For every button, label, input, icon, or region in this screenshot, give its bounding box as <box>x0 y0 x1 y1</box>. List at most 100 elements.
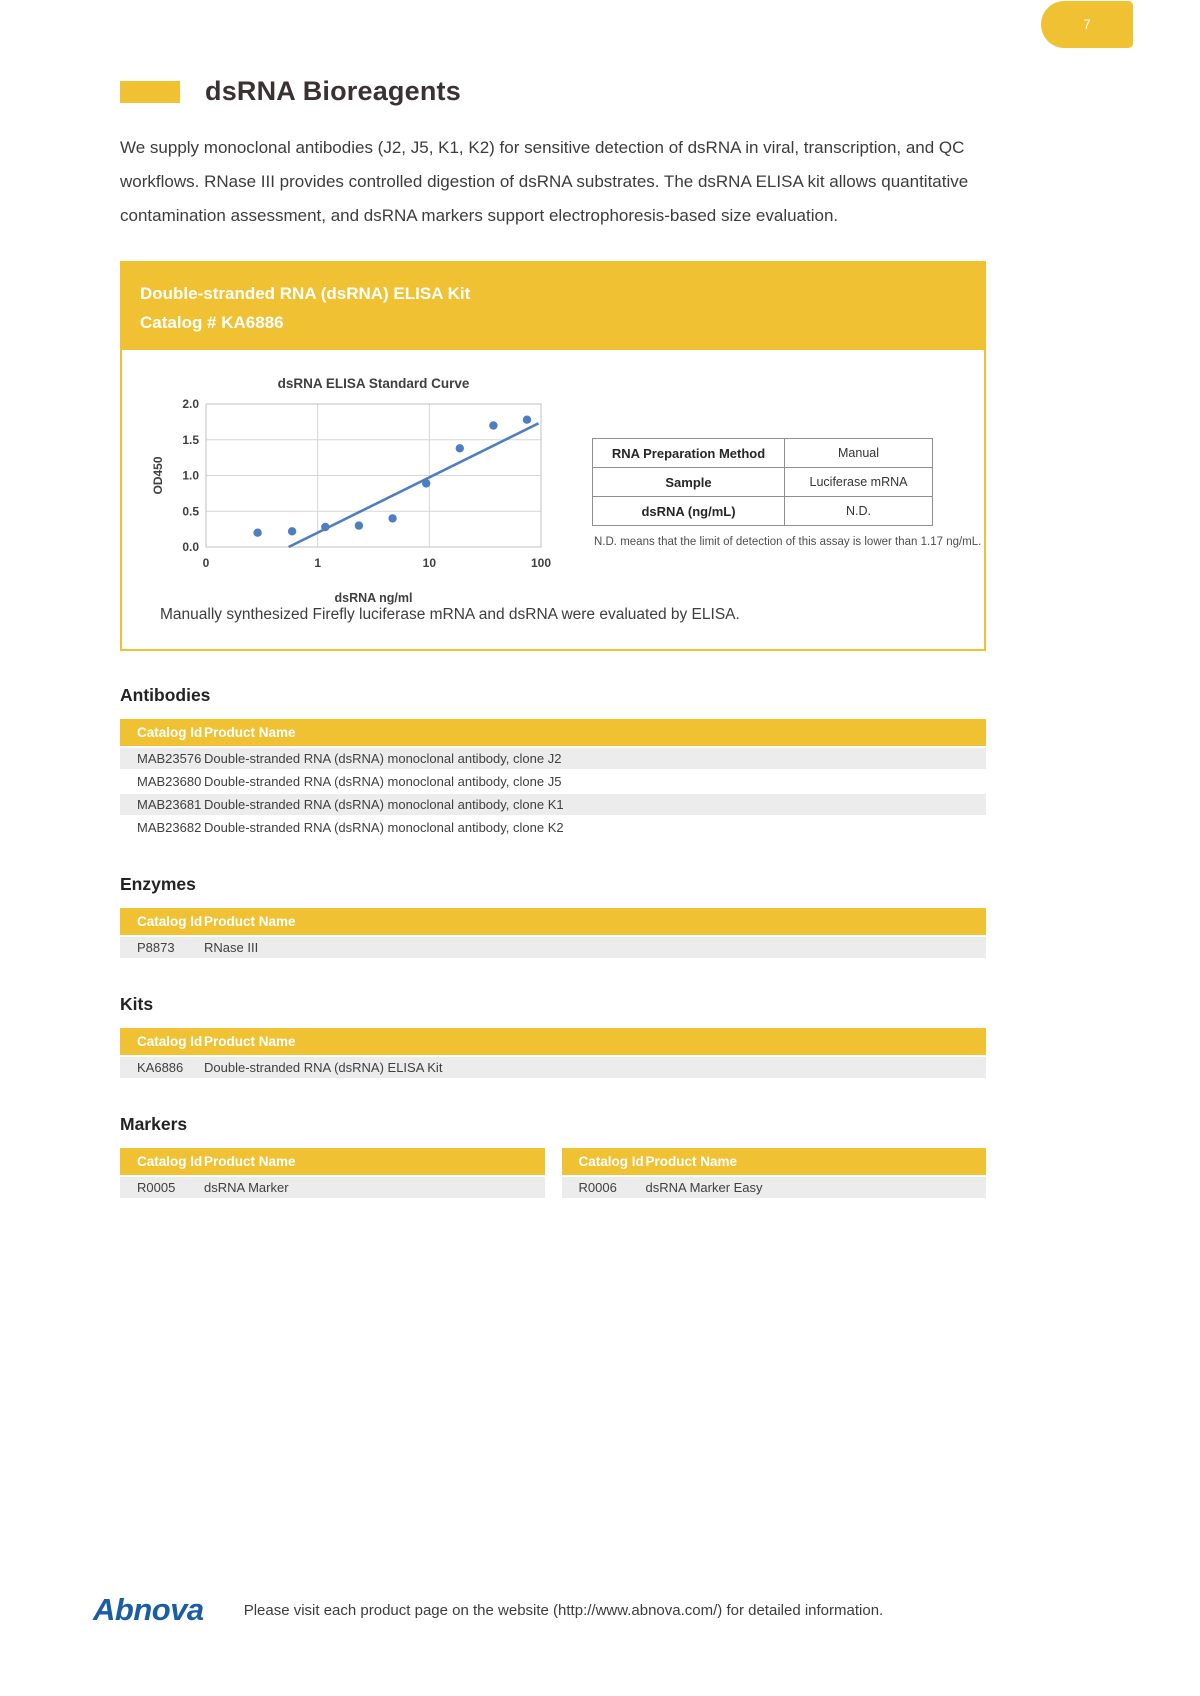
plot-border <box>205 403 542 548</box>
title-accent-bar <box>120 80 180 103</box>
page-header: dsRNA Bioreagents <box>120 76 986 107</box>
table-cell: R0006 <box>561 1177 646 1198</box>
column-header-catalog-id: Catalog Id <box>561 1148 646 1175</box>
column-header-catalog-id: Catalog Id <box>120 1148 204 1175</box>
column-header-product-name: Product Name <box>204 908 986 935</box>
table-row: Sample Luciferase mRNA <box>592 467 933 497</box>
footer-note: Please visit each product page on the we… <box>243 1601 884 1619</box>
table-row: MAB23680 Double-stranded RNA (dsRNA) mono… <box>120 771 986 792</box>
x-tick-label: 10 <box>423 556 437 570</box>
markers-tables-row: Catalog Id Product Name R0005 dsRNA Marke… <box>120 1146 986 1200</box>
section-enzymes: Enzymes Catalog Id Product Name P8873 RNa… <box>120 874 986 960</box>
x-tick-label: 100 <box>531 556 551 570</box>
column-header-product-name: Product Name <box>204 719 986 746</box>
y-axis-label: OD450 <box>151 456 165 494</box>
table-header-row: Catalog Id Product Name <box>120 719 986 746</box>
standard-curve-chart: dsRNA ELISA Standard Curve 0.0 0.5 1.0 1.5 2.… <box>151 376 551 605</box>
table-cell: dsRNA Marker <box>204 1177 545 1198</box>
page-footer: Abnova Please visit each product page on… <box>93 1585 1107 1635</box>
data-point <box>422 479 431 488</box>
figure-caption: Manually synthesized Firefly luciferase … <box>160 606 740 623</box>
trendline <box>288 422 540 549</box>
column-header-product-name: Product Name <box>204 1028 986 1055</box>
table-row: MAB23682 Double-stranded RNA (dsRNA) mono… <box>120 817 986 838</box>
section-heading-markers: Markers <box>120 1114 188 1134</box>
markers-table-left: Catalog Id Product Name R0005 dsRNA Marke… <box>120 1146 545 1200</box>
table-cell: P8873 <box>120 937 204 958</box>
table-cell: Double-stranded RNA (dsRNA) monoclonal a… <box>204 817 986 838</box>
column-header-catalog-id: Catalog Id <box>120 1028 204 1055</box>
intro-paragraph: We supply monoclonal antibodies (J2, J5,… <box>120 138 969 225</box>
section-markers: Markers Catalog Id Product Name R0005 dsR… <box>120 1114 986 1200</box>
antibodies-table: Catalog Id Product Name MAB23576 Double-s… <box>120 717 986 840</box>
table-cell: R0005 <box>120 1177 204 1198</box>
data-point <box>489 421 498 430</box>
table-cell: KA6886 <box>120 1057 204 1078</box>
enzymes-table: Catalog Id Product Name P8873 RNase III <box>120 906 986 960</box>
chart-title: dsRNA ELISA Standard Curve <box>278 376 470 391</box>
table-cell: MAB23682 <box>120 817 204 838</box>
table-cell: Luciferase mRNA <box>784 467 933 497</box>
table-row: R0005 dsRNA Marker <box>120 1177 545 1198</box>
nd-note: N.D. means that the limit of detection o… <box>594 536 982 548</box>
kits-table: Catalog Id Product Name KA6886 Double-str… <box>120 1026 986 1080</box>
x-tick-label: 0 <box>203 556 210 570</box>
data-point <box>522 415 532 424</box>
table-cell: Manual <box>784 438 933 468</box>
section-kits: Kits Catalog Id Product Name KA6886 Doubl… <box>120 994 986 1080</box>
abnova-logo: Abnova <box>93 1592 204 1627</box>
table-cell: Double-stranded RNA (dsRNA) monoclonal a… <box>204 748 986 769</box>
y-tick-label: 0.0 <box>182 540 199 554</box>
y-tick-label: 1.5 <box>182 433 199 447</box>
sample-info-table: RNA Preparation Method Manual Sample Lucife… <box>592 438 933 526</box>
table-row: R0006 dsRNA Marker Easy <box>561 1177 986 1198</box>
table-cell: MAB23681 <box>120 794 204 815</box>
section-heading-enzymes: Enzymes <box>120 874 196 894</box>
kit-title: Double-stranded RNA (dsRNA) ELISA Kit <box>140 284 471 303</box>
data-point <box>455 444 464 453</box>
table-cell: dsRNA Marker Easy <box>645 1177 986 1198</box>
y-tick-label: 1.0 <box>182 469 199 483</box>
markers-table-right: Catalog Id Product Name R0006 dsRNA Marke… <box>561 1146 986 1200</box>
x-axis-label: dsRNA ng/ml <box>334 591 412 605</box>
kit-catalog-number: Catalog # KA6886 <box>140 313 284 332</box>
table-cell: MAB23576 <box>120 748 204 769</box>
table-cell: dsRNA (ng/mL) <box>592 496 785 526</box>
table-cell: Double-stranded RNA (dsRNA) ELISA Kit <box>204 1057 986 1078</box>
table-header-row: Catalog Id Product Name <box>120 1148 545 1175</box>
column-header-catalog-id: Catalog Id <box>120 719 204 746</box>
table-row: RNA Preparation Method Manual <box>592 438 933 468</box>
table-row: MAB23681 Double-stranded RNA (dsRNA) mono… <box>120 794 986 815</box>
section-antibodies: Antibodies Catalog Id Product Name MAB23… <box>120 685 986 840</box>
table-header-row: Catalog Id Product Name <box>561 1148 986 1175</box>
table-row: KA6886 Double-stranded RNA (dsRNA) ELISA … <box>120 1057 986 1078</box>
section-heading-antibodies: Antibodies <box>120 685 211 705</box>
data-point <box>321 522 330 532</box>
data-point <box>354 521 364 530</box>
y-tick-label: 0.5 <box>182 504 199 518</box>
column-header-product-name: Product Name <box>645 1148 986 1175</box>
data-point <box>253 528 262 537</box>
table-header-row: Catalog Id Product Name <box>120 908 986 935</box>
table-cell: Double-stranded RNA (dsRNA) monoclonal a… <box>204 794 986 815</box>
elisa-kit-panel-header: Double-stranded RNA (dsRNA) ELISA Kit Ca… <box>122 263 984 350</box>
table-cell: MAB23680 <box>120 771 204 792</box>
table-row: P8873 RNase III <box>120 937 986 958</box>
y-tick-label: 2.0 <box>182 397 199 411</box>
table-cell: Sample <box>592 467 785 497</box>
data-point <box>388 514 397 523</box>
section-heading-kits: Kits <box>120 994 154 1014</box>
table-row: dsRNA (ng/mL) N.D. <box>592 496 933 526</box>
x-tick-label: 1 <box>314 556 321 570</box>
column-header-catalog-id: Catalog Id <box>120 908 204 935</box>
table-cell: N.D. <box>784 496 933 526</box>
table-cell: RNase III <box>204 937 986 958</box>
table-header-row: Catalog Id Product Name <box>120 1028 986 1055</box>
table-row: MAB23576 Double-stranded RNA (dsRNA) mono… <box>120 748 986 769</box>
page-number-badge: 7 <box>1041 1 1133 48</box>
table-cell: RNA Preparation Method <box>592 438 785 468</box>
table-cell: Double-stranded RNA (dsRNA) monoclonal a… <box>204 771 986 792</box>
page-title: dsRNA Bioreagents <box>205 76 461 106</box>
column-header-product-name: Product Name <box>204 1148 545 1175</box>
